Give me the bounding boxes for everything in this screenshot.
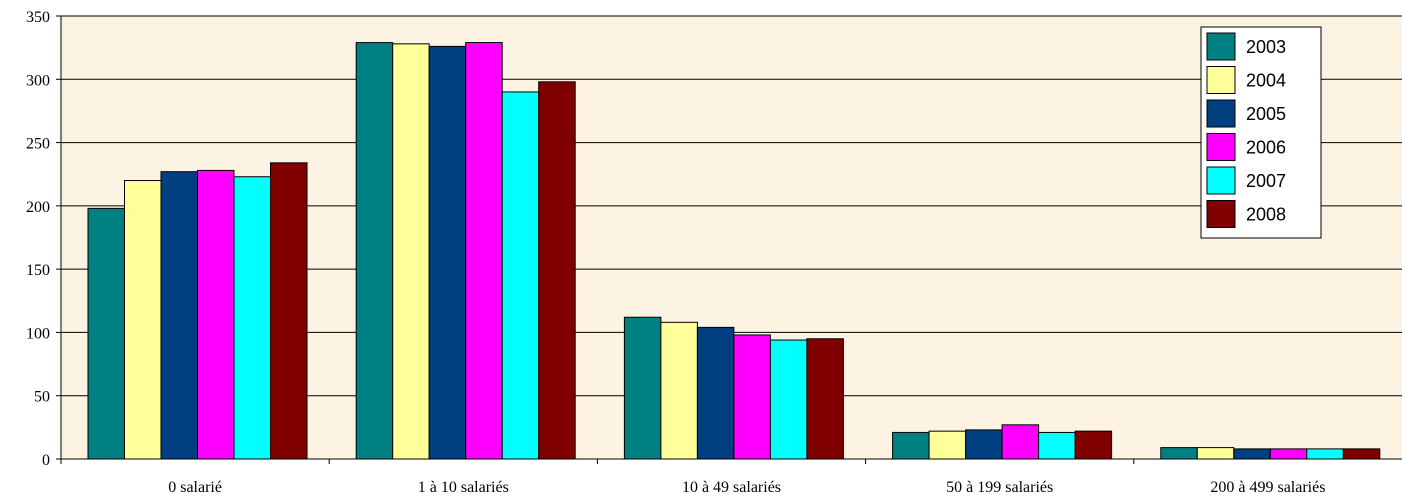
- y-tick-label: 350: [26, 9, 50, 26]
- y-axis-ticks: 0 50 100 150 200 250 300 350: [26, 9, 61, 469]
- x-category-label: 0 salarié: [168, 479, 222, 496]
- bar-2008: [538, 81, 576, 460]
- bar-2007: [233, 176, 271, 460]
- bar-2008: [806, 338, 844, 460]
- bar-2008: [270, 162, 308, 460]
- legend-label-2006: 2006: [1246, 138, 1286, 158]
- y-tick-label: 200: [26, 199, 50, 216]
- legend-swatch-2004: [1206, 66, 1236, 94]
- bar-2004: [928, 430, 967, 460]
- y-tick-label: 50: [34, 389, 50, 406]
- legend: 2003 2004 2005 2006 2007 2008: [1200, 26, 1322, 239]
- bar-2005: [160, 171, 198, 460]
- bar-2003: [892, 431, 930, 460]
- bar-2006: [733, 334, 771, 460]
- bar-2007: [1038, 431, 1076, 460]
- bar-2005: [1233, 448, 1271, 460]
- bar-2003: [623, 316, 662, 460]
- legend-label-2005: 2005: [1246, 104, 1286, 124]
- bar-2004: [660, 321, 698, 460]
- bar-2004: [124, 180, 162, 460]
- y-tick-label: 100: [26, 325, 50, 342]
- legend-label-2008: 2008: [1246, 205, 1286, 225]
- bar-2008: [1074, 430, 1113, 460]
- bar-2006: [1001, 424, 1040, 460]
- bar-2006: [197, 169, 235, 460]
- legend-swatch-2005: [1206, 99, 1236, 128]
- bar-2008: [1342, 448, 1381, 460]
- legend-swatch-2007: [1206, 166, 1236, 195]
- legend-label-2003: 2003: [1246, 37, 1286, 57]
- legend-swatch-2003: [1206, 32, 1236, 61]
- x-category-label: 10 à 49 salariés: [682, 479, 781, 496]
- bar-2007: [1306, 448, 1344, 460]
- bar-2007: [501, 91, 540, 460]
- x-category-label: 200 à 499 salariés: [1210, 479, 1325, 496]
- x-category-label: 1 à 10 salariés: [418, 479, 509, 496]
- bar-2006: [465, 42, 503, 460]
- legend-swatch-2006: [1206, 133, 1236, 161]
- y-tick-label: 250: [26, 136, 50, 153]
- x-category-label: 50 à 199 salariés: [946, 479, 1053, 496]
- bars: [87, 42, 1381, 460]
- y-tick-label: 150: [26, 262, 50, 279]
- bar-2004: [1196, 447, 1235, 460]
- y-tick-label: 0: [42, 452, 50, 469]
- bar-2003: [1160, 447, 1198, 460]
- legend-swatch-2008: [1206, 200, 1236, 228]
- bar-2007: [769, 339, 808, 460]
- bar-2005: [965, 429, 1003, 460]
- bar-2004: [392, 43, 430, 460]
- legend-label-2004: 2004: [1246, 71, 1286, 91]
- bar-2003: [87, 207, 125, 460]
- y-tick-label: 300: [26, 72, 50, 89]
- legend-label-2007: 2007: [1246, 171, 1286, 191]
- bar-2006: [1269, 448, 1308, 460]
- bar-2003: [355, 42, 394, 460]
- bar-2005: [696, 326, 735, 460]
- category-labels: 0 salarié 1 à 10 salariés 10 à 49 salariés…: [60, 459, 1325, 496]
- bar-2005: [428, 45, 467, 460]
